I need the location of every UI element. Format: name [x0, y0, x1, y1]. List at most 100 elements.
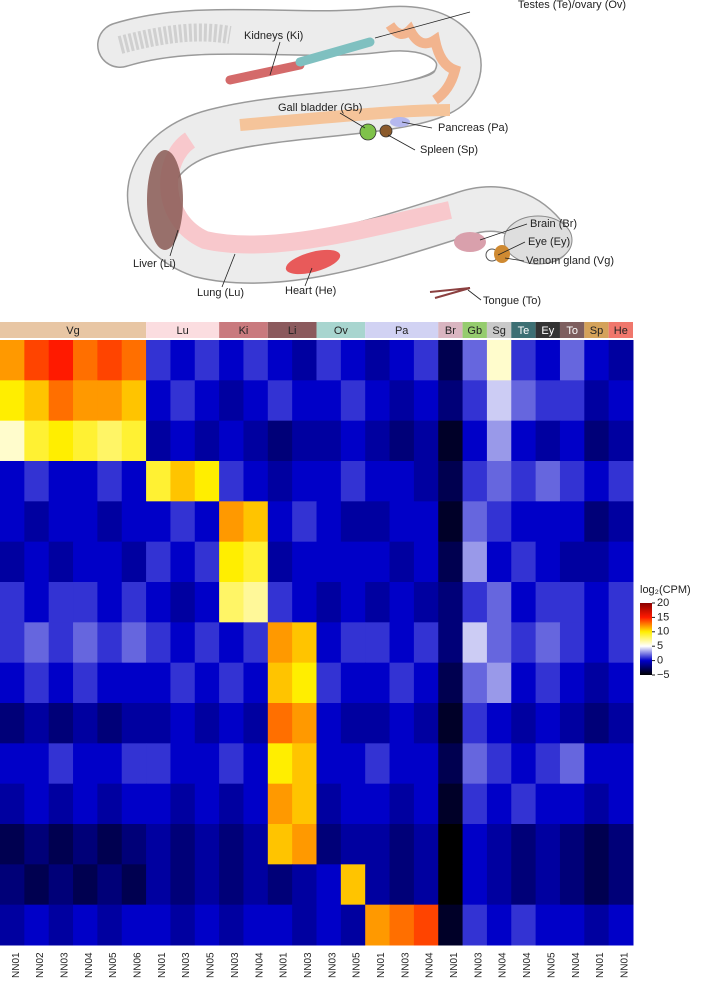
x-tick-label: NN03 — [473, 952, 484, 978]
heatmap-cell — [0, 743, 25, 785]
heatmap-cell — [462, 501, 488, 543]
heatmap-cell — [0, 662, 25, 704]
heatmap-cell — [48, 582, 74, 623]
heatmap-cell — [0, 501, 25, 543]
heatmap-cell — [584, 824, 610, 865]
heatmap-cell — [219, 420, 244, 462]
heatmap-cell — [121, 824, 147, 865]
heatmap-cell — [219, 340, 244, 381]
group-band — [608, 322, 633, 338]
heatmap-cell — [486, 582, 512, 623]
heatmap-cell — [438, 783, 464, 825]
heatmap-cell — [511, 501, 537, 543]
group-label: Pa — [395, 325, 409, 337]
heatmap-cell — [413, 461, 439, 502]
heatmap-cell — [365, 420, 391, 462]
heatmap-cell — [438, 582, 464, 623]
heatmap-cell — [462, 824, 488, 865]
organ-label: Tongue (To) — [483, 295, 541, 307]
heatmap-cell — [48, 703, 74, 744]
heatmap-cell — [243, 622, 269, 664]
heatmap-cell — [194, 501, 220, 543]
heatmap-cell — [267, 501, 293, 543]
colorbar — [640, 603, 652, 675]
heatmap-cell — [559, 380, 585, 422]
heatmap-cell — [97, 622, 123, 664]
heatmap-cell — [340, 703, 366, 744]
heatmap-cell — [146, 662, 171, 704]
heatmap-cell — [365, 541, 391, 583]
heatmap-cell — [365, 783, 391, 825]
heatmap-cell — [535, 582, 561, 623]
heatmap-cell — [486, 824, 512, 865]
heatmap-cell — [219, 380, 244, 422]
heatmap-cell — [292, 461, 317, 502]
heatmap-cell — [97, 662, 123, 704]
heatmap-cell — [0, 340, 25, 381]
heatmap-cell — [462, 783, 488, 825]
heatmap-cell — [243, 340, 269, 381]
heatmap-cell — [24, 501, 50, 543]
heatmap-cell — [97, 904, 123, 946]
heatmap-cell — [170, 904, 196, 946]
x-tick-label: NN01 — [619, 952, 630, 978]
heatmap-cell — [0, 864, 25, 906]
heatmap-cell — [24, 420, 50, 462]
heatmap-cell — [413, 340, 439, 381]
heatmap-cell — [608, 340, 634, 381]
heatmap-cell — [535, 340, 561, 381]
heatmap-cell — [584, 743, 610, 785]
heatmap-cell — [73, 703, 98, 744]
heatmap-cell — [462, 703, 488, 744]
organ-label: Spleen (Sp) — [420, 144, 478, 156]
colorbar-tick-label: 5 — [657, 640, 663, 652]
heatmap-cell — [243, 743, 269, 785]
heatmap-cell — [462, 864, 488, 906]
heatmap-cell — [146, 461, 171, 502]
heatmap-cell — [121, 662, 147, 704]
heatmap-cell — [194, 622, 220, 664]
heatmap-cell — [511, 904, 537, 946]
group-label: Te — [518, 325, 530, 337]
heatmap-cell — [584, 420, 610, 462]
heatmap-cell — [170, 662, 196, 704]
heatmap-cell — [121, 340, 147, 381]
heatmap-cell — [438, 904, 464, 946]
heatmap-cell — [267, 824, 293, 865]
heatmap-cell — [97, 461, 123, 502]
heatmap-cell — [170, 783, 196, 825]
heatmap-cell — [24, 340, 50, 381]
organ-label: Lung (Lu) — [197, 287, 244, 299]
heatmap-cell — [121, 622, 147, 664]
heatmap-cell — [486, 743, 512, 785]
heatmap-cell — [365, 864, 391, 906]
heatmap-cell — [535, 622, 561, 664]
heatmap-cell — [584, 461, 610, 502]
heatmap-cell — [340, 904, 366, 946]
heatmap-cell — [292, 420, 317, 462]
heatmap-cell — [584, 501, 610, 543]
heatmap-cell — [0, 824, 25, 865]
heatmap-cell — [243, 703, 269, 744]
heatmap-cell — [170, 582, 196, 623]
heatmap-cell — [389, 340, 415, 381]
heatmap-cell — [194, 864, 220, 906]
x-tick-label: NN05 — [108, 952, 119, 978]
heatmap-cell — [170, 824, 196, 865]
heatmap-cell — [170, 864, 196, 906]
heatmap-cell — [535, 864, 561, 906]
heatmap-cell — [219, 703, 244, 744]
colorbar-tick-label: 15 — [657, 611, 669, 623]
heatmap-cell — [316, 703, 342, 744]
heatmap-cell — [389, 461, 415, 502]
heatmap-cell — [48, 622, 74, 664]
heatmap-cell — [219, 622, 244, 664]
heatmap-cell — [97, 783, 123, 825]
heatmap-cell — [486, 622, 512, 664]
heatmap-cell — [73, 824, 98, 865]
heatmap-cell — [73, 783, 98, 825]
heatmap-cell — [194, 541, 220, 583]
x-tick-label: NN02 — [35, 952, 46, 978]
heatmap-cell — [146, 380, 171, 422]
